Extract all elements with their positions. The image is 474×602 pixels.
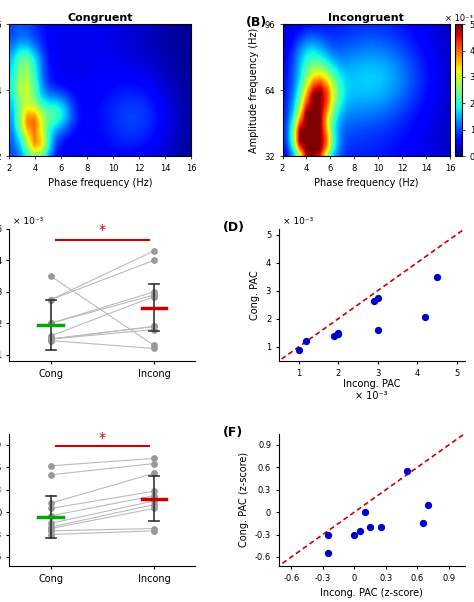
Point [330, 331, 338, 341]
Point [150, 486, 158, 496]
Point [150, 500, 158, 509]
Point [370, 296, 377, 305]
Point [150, 341, 158, 350]
Point [351, 530, 358, 539]
Point [47, 523, 55, 532]
Point [47, 334, 55, 344]
Y-axis label: Amplitude frequency (Hz): Amplitude frequency (Hz) [249, 28, 259, 153]
Point [47, 530, 55, 539]
Point [150, 453, 158, 463]
Point [324, 530, 332, 539]
Point [47, 504, 55, 514]
Point [374, 325, 382, 335]
Point [377, 523, 384, 532]
Point [366, 523, 374, 532]
Point [150, 459, 158, 468]
Point [324, 548, 332, 558]
Y-axis label: Cong. PAC: Cong. PAC [250, 270, 260, 320]
Point [47, 295, 55, 305]
Point [150, 496, 158, 506]
Point [356, 526, 364, 536]
Point [47, 331, 55, 341]
Point [47, 336, 55, 346]
X-axis label: Phase frequency (Hz): Phase frequency (Hz) [48, 178, 153, 188]
Point [303, 337, 310, 346]
Point [374, 293, 382, 303]
Point [47, 318, 55, 328]
Point [424, 500, 432, 509]
Y-axis label: Cong. PAC (z-score): Cong. PAC (z-score) [239, 452, 249, 547]
Text: (F): (F) [223, 426, 243, 439]
Point [150, 324, 158, 334]
Point [150, 321, 158, 331]
Point [419, 518, 426, 528]
Point [150, 292, 158, 302]
Point [47, 318, 55, 328]
Point [47, 524, 55, 533]
Point [47, 470, 55, 480]
Point [334, 329, 342, 339]
Point [150, 526, 158, 536]
Point [295, 345, 302, 355]
Point [150, 344, 158, 353]
Point [47, 526, 55, 536]
Text: × 10⁻³: × 10⁻³ [13, 217, 44, 226]
Point [150, 504, 158, 514]
Text: *: * [99, 431, 106, 445]
Point [47, 272, 55, 281]
Text: (B): (B) [246, 16, 267, 29]
Point [150, 256, 158, 265]
Point [403, 466, 410, 476]
X-axis label: Incong. PAC (z-score): Incong. PAC (z-score) [320, 588, 423, 598]
Point [150, 246, 158, 256]
Text: *: * [99, 223, 106, 237]
X-axis label: Phase frequency (Hz): Phase frequency (Hz) [314, 178, 419, 188]
Point [47, 295, 55, 305]
Text: × 10⁻³: × 10⁻³ [283, 217, 313, 226]
Point [47, 511, 55, 521]
Point [150, 491, 158, 500]
Point [47, 334, 55, 344]
Point [334, 328, 342, 338]
X-axis label: Incong. PAC
× 10⁻³: Incong. PAC × 10⁻³ [343, 379, 401, 401]
Point [47, 518, 55, 528]
Title: Congruent: Congruent [68, 13, 133, 23]
Point [421, 312, 429, 322]
Point [150, 524, 158, 533]
Point [47, 461, 55, 471]
Point [150, 468, 158, 478]
Point [47, 334, 55, 344]
Title: × 10⁻³: × 10⁻³ [445, 14, 473, 23]
Point [150, 290, 158, 300]
Point [150, 321, 158, 331]
Title: Incongruent: Incongruent [328, 13, 404, 23]
Point [150, 287, 158, 297]
Point [361, 507, 369, 517]
Text: (D): (D) [223, 221, 245, 234]
Point [47, 498, 55, 508]
Point [433, 272, 441, 282]
